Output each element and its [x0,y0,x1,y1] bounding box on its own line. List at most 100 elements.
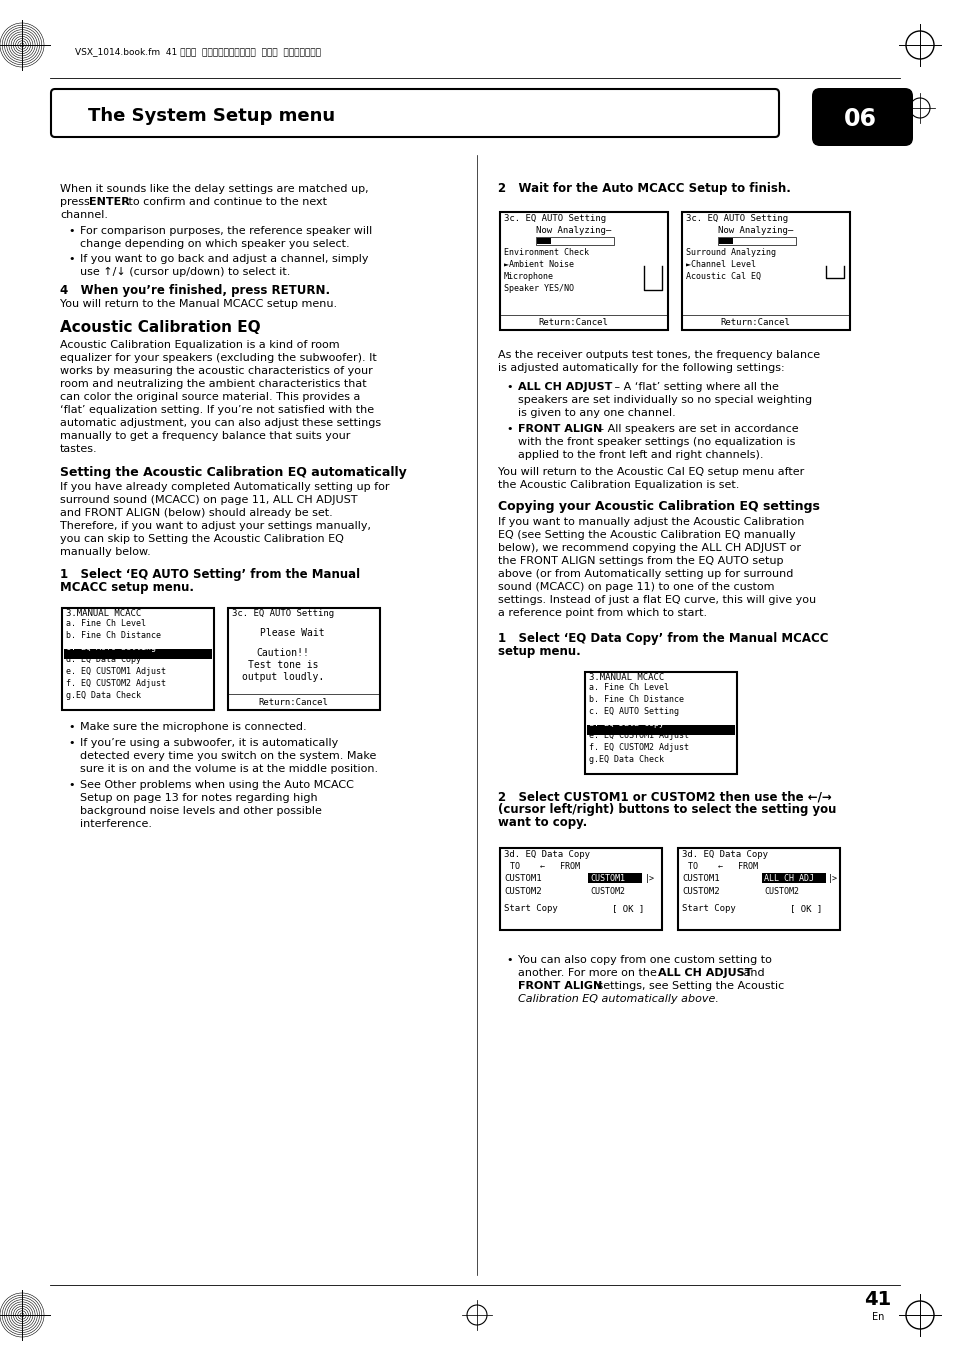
Text: f. EQ CUSTOM2 Adjust: f. EQ CUSTOM2 Adjust [588,743,688,753]
Text: Speaker YES/NO: Speaker YES/NO [503,284,574,293]
Text: |>: |> [644,874,655,884]
Text: As the receiver outputs test tones, the frequency balance: As the receiver outputs test tones, the … [497,350,820,359]
Text: CUSTOM2: CUSTOM2 [589,888,624,896]
Text: You will return to the Manual MCACC setup menu.: You will return to the Manual MCACC setu… [60,299,336,309]
Text: interference.: interference. [80,819,152,830]
Bar [536,236,614,245]
Text: VSX_1014.book.fm  41 ページ  ２００４年５月１４日  金曜日  午前９時２４分: VSX_1014.book.fm 41 ページ ２００４年５月１４日 金曜日 午… [75,47,320,57]
Text: ►Ambient Noise: ►Ambient Noise [503,259,574,269]
Text: applied to the front left and right channels).: applied to the front left and right chan… [517,450,762,459]
Text: sound (MCACC) on page 11) to one of the custom: sound (MCACC) on page 11) to one of the … [497,582,774,592]
Text: Copying your Acoustic Calibration EQ settings: Copying your Acoustic Calibration EQ set… [497,500,819,513]
Text: TO    ←   FROM: TO ← FROM [687,862,758,871]
Text: 2   Wait for the Auto MCACC Setup to finish.: 2 Wait for the Auto MCACC Setup to finis… [497,182,790,195]
Text: channel.: channel. [60,209,108,220]
Text: You will return to the Acoustic Cal EQ setup menu after: You will return to the Acoustic Cal EQ s… [497,467,803,477]
Text: Return:Cancel: Return:Cancel [257,698,328,707]
Text: Return:Cancel: Return:Cancel [720,317,789,327]
Text: 1   Select ‘EQ AUTO Setting’ from the Manual: 1 Select ‘EQ AUTO Setting’ from the Manu… [60,567,359,581]
Bar [584,671,737,774]
Text: 1   Select ‘EQ Data Copy’ from the Manual MCACC: 1 Select ‘EQ Data Copy’ from the Manual … [497,632,827,644]
Bar [228,608,379,711]
Text: [ OK ]: [ OK ] [612,904,643,913]
Text: 3c. EQ AUTO Setting: 3c. EQ AUTO Setting [232,609,334,617]
Text: CUSTOM2: CUSTOM2 [503,888,541,896]
Text: b. Fine Ch Distance: b. Fine Ch Distance [588,694,683,704]
Text: 3.MANUAL MCACC: 3.MANUAL MCACC [588,673,663,682]
Text: (cursor left/right) buttons to select the setting you: (cursor left/right) buttons to select th… [497,802,836,816]
Text: manually below.: manually below. [60,547,151,557]
Text: The System Setup menu: The System Setup menu [88,107,335,126]
Text: •: • [68,780,74,790]
Text: you can skip to Setting the Acoustic Calibration EQ: you can skip to Setting the Acoustic Cal… [60,534,343,544]
Text: to confirm and continue to the next: to confirm and continue to the next [125,197,327,207]
Text: e. EQ CUSTOM1 Adjust: e. EQ CUSTOM1 Adjust [66,667,166,676]
Text: 06: 06 [842,107,876,131]
Text: Environment Check: Environment Check [503,249,588,257]
Text: |>: |> [827,874,837,884]
Text: Acoustic Cal EQ: Acoustic Cal EQ [685,272,760,281]
Text: •: • [505,955,512,965]
Bar [586,725,734,735]
Text: If you want to manually adjust the Acoustic Calibration: If you want to manually adjust the Acous… [497,517,803,527]
Text: and: and [740,969,763,978]
Text: When it sounds like the delay settings are matched up,: When it sounds like the delay settings a… [60,184,368,195]
Text: the FRONT ALIGN settings from the EQ AUTO setup: the FRONT ALIGN settings from the EQ AUT… [497,557,782,566]
Text: 3c. EQ AUTO Setting: 3c. EQ AUTO Setting [503,213,605,223]
Text: EQ (see Setting the Acoustic Calibration EQ manually: EQ (see Setting the Acoustic Calibration… [497,530,795,540]
Text: ALL CH ADJUST: ALL CH ADJUST [517,382,612,392]
Text: – All speakers are set in accordance: – All speakers are set in accordance [595,424,798,434]
Text: 4   When you’re finished, press RETURN.: 4 When you’re finished, press RETURN. [60,284,330,297]
Text: a. Fine Ch Level: a. Fine Ch Level [66,619,146,628]
Bar [718,236,795,245]
Text: is given to any one channel.: is given to any one channel. [517,408,675,417]
Bar [761,873,825,884]
Text: c. EQ AUTO Setting: c. EQ AUTO Setting [588,707,679,716]
Bar [537,238,551,245]
Text: Make sure the microphone is connected.: Make sure the microphone is connected. [80,721,306,732]
Text: If you’re using a subwoofer, it is automatically: If you’re using a subwoofer, it is autom… [80,738,338,748]
Bar [719,238,732,245]
Bar [499,848,661,929]
Text: sure it is on and the volume is at the middle position.: sure it is on and the volume is at the m… [80,765,377,774]
Text: Microphone: Microphone [503,272,554,281]
Text: Therefore, if you want to adjust your settings manually,: Therefore, if you want to adjust your se… [60,521,371,531]
Text: •: • [68,226,74,236]
Text: CUSTOM1: CUSTOM1 [589,874,624,884]
Text: output loudly.: output loudly. [242,671,324,682]
Text: press: press [60,197,93,207]
Text: CUSTOM1: CUSTOM1 [503,874,541,884]
Text: equalizer for your speakers (excluding the subwoofer). It: equalizer for your speakers (excluding t… [60,353,376,363]
Text: FRONT ALIGN: FRONT ALIGN [517,981,601,992]
Text: Now Analyzing—: Now Analyzing— [718,226,792,235]
Text: want to copy.: want to copy. [497,816,587,830]
Text: tastes.: tastes. [60,444,97,454]
Text: can color the original source material. This provides a: can color the original source material. … [60,392,360,403]
Text: a. Fine Ch Level: a. Fine Ch Level [588,684,668,692]
Text: See Other problems when using the Auto MCACC: See Other problems when using the Auto M… [80,780,354,790]
Text: another. For more on the: another. For more on the [517,969,659,978]
Text: TO    ←   FROM: TO ← FROM [510,862,579,871]
Text: change depending on which speaker you select.: change depending on which speaker you se… [80,239,349,249]
Bar [587,873,641,884]
Bar [64,648,212,659]
Text: above (or from Automatically setting up for surround: above (or from Automatically setting up … [497,569,793,580]
Text: •: • [68,254,74,263]
Text: You can also copy from one custom setting to: You can also copy from one custom settin… [517,955,771,965]
Text: FRONT ALIGN: FRONT ALIGN [517,424,601,434]
Text: use ↑/↓ (cursor up/down) to select it.: use ↑/↓ (cursor up/down) to select it. [80,267,290,277]
Text: background noise levels and other possible: background noise levels and other possib… [80,807,321,816]
Text: •: • [505,382,512,392]
Text: a reference point from which to start.: a reference point from which to start. [497,608,706,617]
Text: is adjusted automatically for the following settings:: is adjusted automatically for the follow… [497,363,783,373]
Text: Setup on page 13 for notes regarding high: Setup on page 13 for notes regarding hig… [80,793,317,802]
Text: ALL CH ADJ: ALL CH ADJ [763,874,813,884]
FancyBboxPatch shape [811,88,912,146]
Text: settings. Instead of just a flat EQ curve, this will give you: settings. Instead of just a flat EQ curv… [497,594,815,605]
Text: e. EQ CUSTOM1 Adjust: e. EQ CUSTOM1 Adjust [588,731,688,740]
Text: Setting the Acoustic Calibration EQ automatically: Setting the Acoustic Calibration EQ auto… [60,466,406,480]
Text: Acoustic Calibration EQ: Acoustic Calibration EQ [60,320,260,335]
Text: manually to get a frequency balance that suits your: manually to get a frequency balance that… [60,431,350,440]
Text: 3c. EQ AUTO Setting: 3c. EQ AUTO Setting [685,213,787,223]
Text: the Acoustic Calibration Equalization is set.: the Acoustic Calibration Equalization is… [497,480,739,490]
